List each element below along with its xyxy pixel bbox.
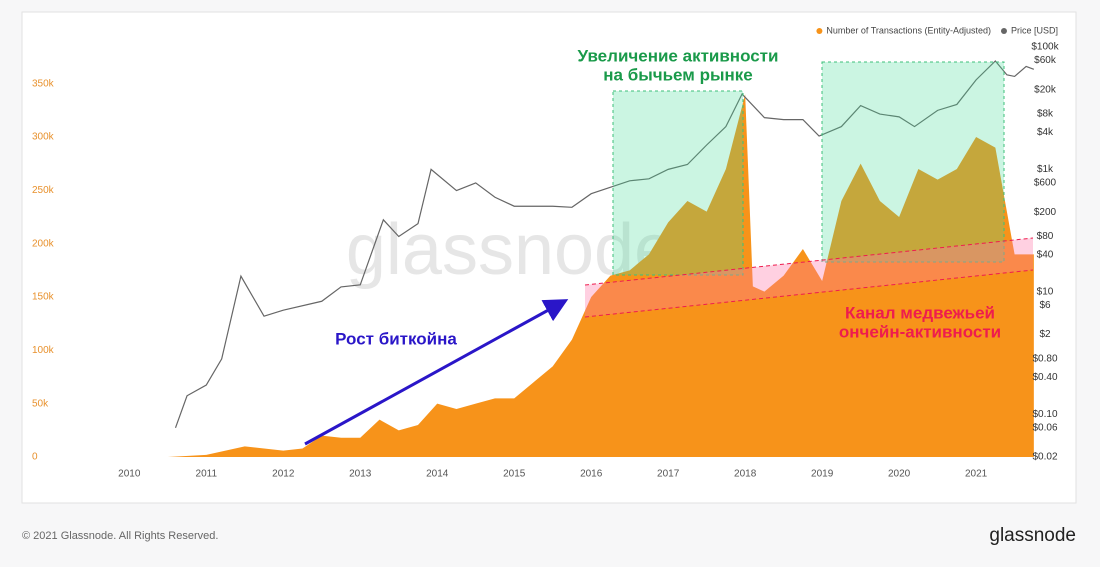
x-tick-label: 2012 [272, 469, 295, 480]
y2-tick-label: $0.10 [1032, 409, 1057, 420]
bull-box [821, 61, 1005, 263]
x-tick-label: 2013 [349, 469, 372, 480]
y2-tick-label: $0.80 [1032, 354, 1057, 365]
channel-line [584, 269, 1034, 318]
y-tick-label: 0 [32, 452, 38, 463]
bear-channel [585, 238, 1033, 317]
y-tick-label: 350k [32, 78, 55, 89]
annotation: Рост биткойна [335, 329, 457, 348]
y2-tick-label: $40 [1037, 250, 1054, 261]
y2-tick-label: $10 [1037, 286, 1054, 297]
growth-arrow [304, 299, 569, 446]
y-tick-label: 50k [32, 398, 49, 409]
y-tick-label: 200k [32, 238, 55, 249]
y2-tick-label: $6 [1039, 300, 1051, 311]
channel-line [584, 237, 1034, 286]
annotation: на бычьем рынке [603, 65, 752, 84]
y2-tick-label: $20k [1034, 84, 1057, 95]
y2-tick-label: $0.40 [1032, 372, 1057, 383]
y-tick-label: 100k [32, 345, 55, 356]
x-tick-label: 2019 [811, 469, 834, 480]
y2-tick-label: $0.02 [1032, 452, 1057, 463]
x-tick-label: 2014 [426, 469, 449, 480]
y2-tick-label: $60k [1034, 55, 1057, 66]
y2-tick-label: $1k [1037, 164, 1054, 175]
x-tick-label: 2020 [888, 469, 911, 480]
legend-label: Price [USD] [1011, 25, 1058, 35]
annotation: Канал медвежьей [845, 303, 995, 322]
y2-tick-label: $2 [1039, 329, 1051, 340]
annotation: ончейн-активности [839, 322, 1001, 341]
y2-tick-label: $0.06 [1032, 422, 1057, 433]
brand: glassnode [989, 525, 1076, 546]
y2-tick-label: $80 [1037, 231, 1054, 242]
y2-tick-label: $200 [1034, 207, 1057, 218]
bull-box [612, 90, 744, 276]
y-tick-label: 300k [32, 132, 55, 143]
legend-label: Number of Transactions (Entity-Adjusted) [826, 25, 991, 35]
y-tick-label: 150k [32, 292, 55, 303]
x-tick-label: 2015 [503, 469, 526, 480]
y2-tick-label: $100k [1031, 42, 1059, 53]
transactions-area [167, 94, 1034, 457]
y2-tick-label: $8k [1037, 109, 1054, 120]
x-tick-label: 2016 [580, 469, 603, 480]
price-line [174, 60, 1035, 428]
annotation: Увеличение активности [578, 46, 779, 65]
x-tick-label: 2011 [196, 469, 218, 480]
footer: © 2021 Glassnode. All Rights Reserved. [22, 530, 218, 542]
legend-swatch [816, 28, 823, 34]
x-tick-label: 2021 [965, 469, 988, 480]
legend-swatch [1000, 28, 1007, 34]
y-tick-label: 250k [32, 185, 55, 196]
x-tick-label: 2017 [657, 469, 680, 480]
x-tick-label: 2010 [118, 469, 141, 480]
x-tick-label: 2018 [734, 469, 757, 480]
y2-tick-label: $4k [1037, 127, 1054, 138]
y2-tick-label: $600 [1034, 178, 1057, 189]
